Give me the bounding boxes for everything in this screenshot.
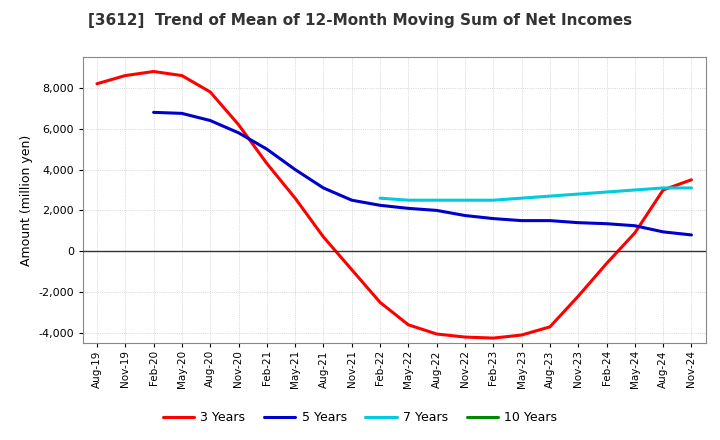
7 Years xyxy=(659,185,667,191)
7 Years xyxy=(404,198,413,203)
3 Years xyxy=(517,332,526,337)
5 Years xyxy=(348,198,356,203)
3 Years xyxy=(178,73,186,78)
3 Years xyxy=(461,334,469,340)
3 Years xyxy=(574,293,582,299)
5 Years xyxy=(687,232,696,238)
5 Years xyxy=(631,223,639,228)
7 Years xyxy=(517,195,526,201)
Line: 5 Years: 5 Years xyxy=(153,112,691,235)
5 Years xyxy=(404,206,413,211)
3 Years xyxy=(489,335,498,341)
5 Years xyxy=(461,213,469,218)
3 Years xyxy=(149,69,158,74)
Line: 7 Years: 7 Years xyxy=(380,188,691,200)
3 Years xyxy=(546,324,554,330)
7 Years xyxy=(574,191,582,197)
7 Years xyxy=(461,198,469,203)
5 Years xyxy=(178,111,186,116)
3 Years xyxy=(263,161,271,166)
5 Years xyxy=(206,118,215,123)
5 Years xyxy=(149,110,158,115)
3 Years xyxy=(631,230,639,235)
5 Years xyxy=(319,185,328,191)
7 Years xyxy=(631,187,639,193)
5 Years xyxy=(517,218,526,223)
5 Years xyxy=(376,203,384,208)
3 Years xyxy=(121,73,130,78)
5 Years xyxy=(489,216,498,221)
3 Years xyxy=(319,235,328,240)
5 Years xyxy=(263,147,271,152)
7 Years xyxy=(546,194,554,199)
3 Years xyxy=(234,122,243,127)
5 Years xyxy=(574,220,582,225)
7 Years xyxy=(687,185,696,191)
Y-axis label: Amount (million yen): Amount (million yen) xyxy=(19,135,32,266)
3 Years xyxy=(206,89,215,95)
3 Years xyxy=(291,195,300,201)
3 Years xyxy=(376,300,384,305)
3 Years xyxy=(93,81,102,86)
3 Years xyxy=(404,322,413,327)
5 Years xyxy=(659,229,667,235)
3 Years xyxy=(348,267,356,272)
Text: [3612]  Trend of Mean of 12-Month Moving Sum of Net Incomes: [3612] Trend of Mean of 12-Month Moving … xyxy=(88,13,632,28)
7 Years xyxy=(376,195,384,201)
3 Years xyxy=(602,261,611,266)
Legend: 3 Years, 5 Years, 7 Years, 10 Years: 3 Years, 5 Years, 7 Years, 10 Years xyxy=(158,407,562,429)
Line: 3 Years: 3 Years xyxy=(97,71,691,338)
7 Years xyxy=(489,198,498,203)
7 Years xyxy=(602,189,611,194)
5 Years xyxy=(291,167,300,172)
7 Years xyxy=(432,198,441,203)
3 Years xyxy=(659,187,667,193)
3 Years xyxy=(432,331,441,337)
5 Years xyxy=(432,208,441,213)
5 Years xyxy=(602,221,611,226)
5 Years xyxy=(546,218,554,223)
5 Years xyxy=(234,130,243,136)
3 Years xyxy=(687,177,696,183)
